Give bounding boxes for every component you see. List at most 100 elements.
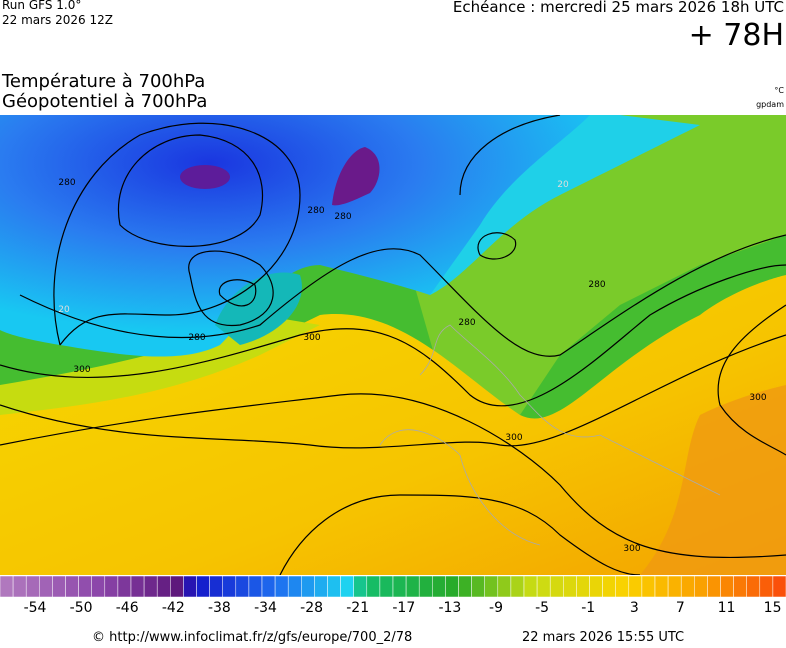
field-yellow — [0, 275, 786, 575]
colorbar-swatch — [759, 575, 774, 598]
colorbar-swatch — [536, 575, 551, 598]
colorbar-swatch — [25, 575, 40, 598]
colorbar-swatch — [549, 575, 564, 598]
colorbar-label: 11 — [717, 600, 736, 616]
colorbar-swatch — [209, 575, 223, 598]
field-blue — [0, 115, 600, 357]
colorbar-swatch — [563, 575, 577, 598]
contour-label: 300 — [73, 365, 90, 375]
colorbar-swatch — [379, 575, 394, 598]
colorbar-swatch — [392, 575, 407, 598]
colorbar-swatch — [235, 575, 250, 598]
field-teal — [215, 272, 302, 345]
field-violet — [180, 165, 230, 189]
colorbar-swatch — [772, 575, 786, 598]
colorbar-label: -5 — [535, 600, 550, 616]
colorbar-swatch — [418, 575, 433, 598]
colorbar-swatch — [78, 575, 92, 598]
colorbar-swatch — [405, 575, 420, 598]
unit-temp: °C — [774, 86, 784, 95]
run: Run GFS 1.0° — [2, 0, 82, 12]
contour-label: 300 — [505, 433, 522, 443]
contour-label: 300 — [749, 393, 766, 403]
colorbar-swatch — [615, 575, 630, 598]
field-cyan — [430, 115, 700, 295]
colorbar-swatch — [497, 575, 512, 598]
contour-label: 300 — [623, 544, 640, 554]
colorbar-swatch — [746, 575, 761, 598]
colorbar-swatch — [602, 575, 616, 598]
colorbar-label: -34 — [254, 600, 277, 616]
contour-label: 280 — [588, 280, 605, 290]
colorbar-swatch — [287, 575, 302, 598]
colorbar-swatch — [314, 575, 328, 598]
colorbar-swatch — [733, 575, 747, 598]
colorbar-swatch — [117, 575, 132, 598]
colorbar-swatch — [301, 575, 315, 598]
colorbar-swatch — [91, 575, 106, 598]
contour-label: 280 — [334, 212, 351, 222]
map: 280 280 280 20 20 280 300 300 280 280 300 300 300 — [0, 115, 786, 575]
colorbar-label: -9 — [489, 600, 503, 616]
colorbar-swatch — [274, 575, 289, 598]
colorbar-swatch — [641, 575, 656, 598]
colorbar-swatch — [222, 575, 237, 598]
colorbar-label: -13 — [438, 600, 462, 616]
colorbar-swatch — [196, 575, 210, 598]
title-geopotential: Géopotentiel à 700hPa — [2, 91, 208, 112]
colorbar-swatch — [327, 575, 341, 598]
echeance: Echéance : mercredi 25 mars 2026 18h UTC — [452, 0, 784, 16]
colorbar-swatch — [170, 575, 184, 598]
colorbar-swatch — [694, 575, 708, 598]
colorbar-swatch — [667, 575, 682, 598]
contour-label: 280 — [58, 178, 75, 188]
geopotential-contours — [0, 115, 786, 575]
colorbar-swatch — [458, 575, 472, 598]
colorbar-swatch — [12, 575, 27, 598]
contour-label: 20 — [58, 305, 70, 315]
colorbar-swatch — [576, 575, 590, 598]
contour-label-group: 280 280 280 20 20 280 300 300 280 280 300 300 300 — [58, 178, 767, 554]
colorbar-label: -46 — [115, 600, 139, 616]
colorbar-swatch — [353, 575, 368, 598]
source: © http://www.infoclimat.fr/z/gfs/europe/… — [92, 630, 413, 645]
colorbar-swatch — [720, 575, 734, 598]
colorbar-labels: -54 -50 -46 -42 -38 -34 -28 -21 -17 -13 -9 -5 -1 3 7 11… — [0, 600, 786, 620]
colorbar-swatch — [707, 575, 721, 598]
colorbar-swatch — [510, 575, 525, 598]
colorbar-swatch — [366, 575, 381, 598]
colorbar-swatch — [340, 575, 354, 598]
colorbar-swatch — [156, 575, 171, 598]
colorbar-swatch — [628, 575, 643, 598]
colorbar-swatch — [65, 575, 79, 598]
colorbar-label: -21 — [346, 600, 370, 616]
colorbar-label: -1 — [581, 600, 596, 616]
colorbar-swatch — [248, 575, 263, 598]
colorbar-swatch — [445, 575, 459, 598]
contour-label: 280 — [188, 333, 205, 343]
colorbar-label: -17 — [392, 600, 416, 616]
colorbar-label: 7 — [675, 600, 685, 616]
colorbar-swatch — [104, 575, 119, 598]
colorbar-swatch — [432, 575, 446, 598]
title-temperature: Température à 700hPa — [2, 71, 206, 92]
colorbar-swatch — [39, 575, 53, 598]
field-purple — [332, 147, 380, 206]
coastlines — [379, 324, 721, 546]
colorbar-swatch — [484, 575, 499, 598]
contour-label: 280 — [307, 206, 324, 216]
colorbar-swatch — [0, 575, 14, 598]
footer-date: 22 mars 2026 15:55 UTC — [522, 630, 685, 645]
colorbar-swatch — [261, 575, 276, 598]
contour-label: 20 — [557, 180, 569, 190]
field-orange — [640, 385, 786, 575]
colorbar — [0, 575, 786, 598]
colorbar-swatch — [471, 575, 485, 598]
colorbar-label: -50 — [69, 600, 93, 616]
contour-label: 300 — [303, 333, 320, 343]
lead-time: + 78H — [688, 18, 784, 53]
run-date: 22 mars 2026 12Z — [2, 13, 113, 27]
colorbar-swatch — [143, 575, 158, 598]
colorbar-label: -28 — [300, 600, 324, 616]
